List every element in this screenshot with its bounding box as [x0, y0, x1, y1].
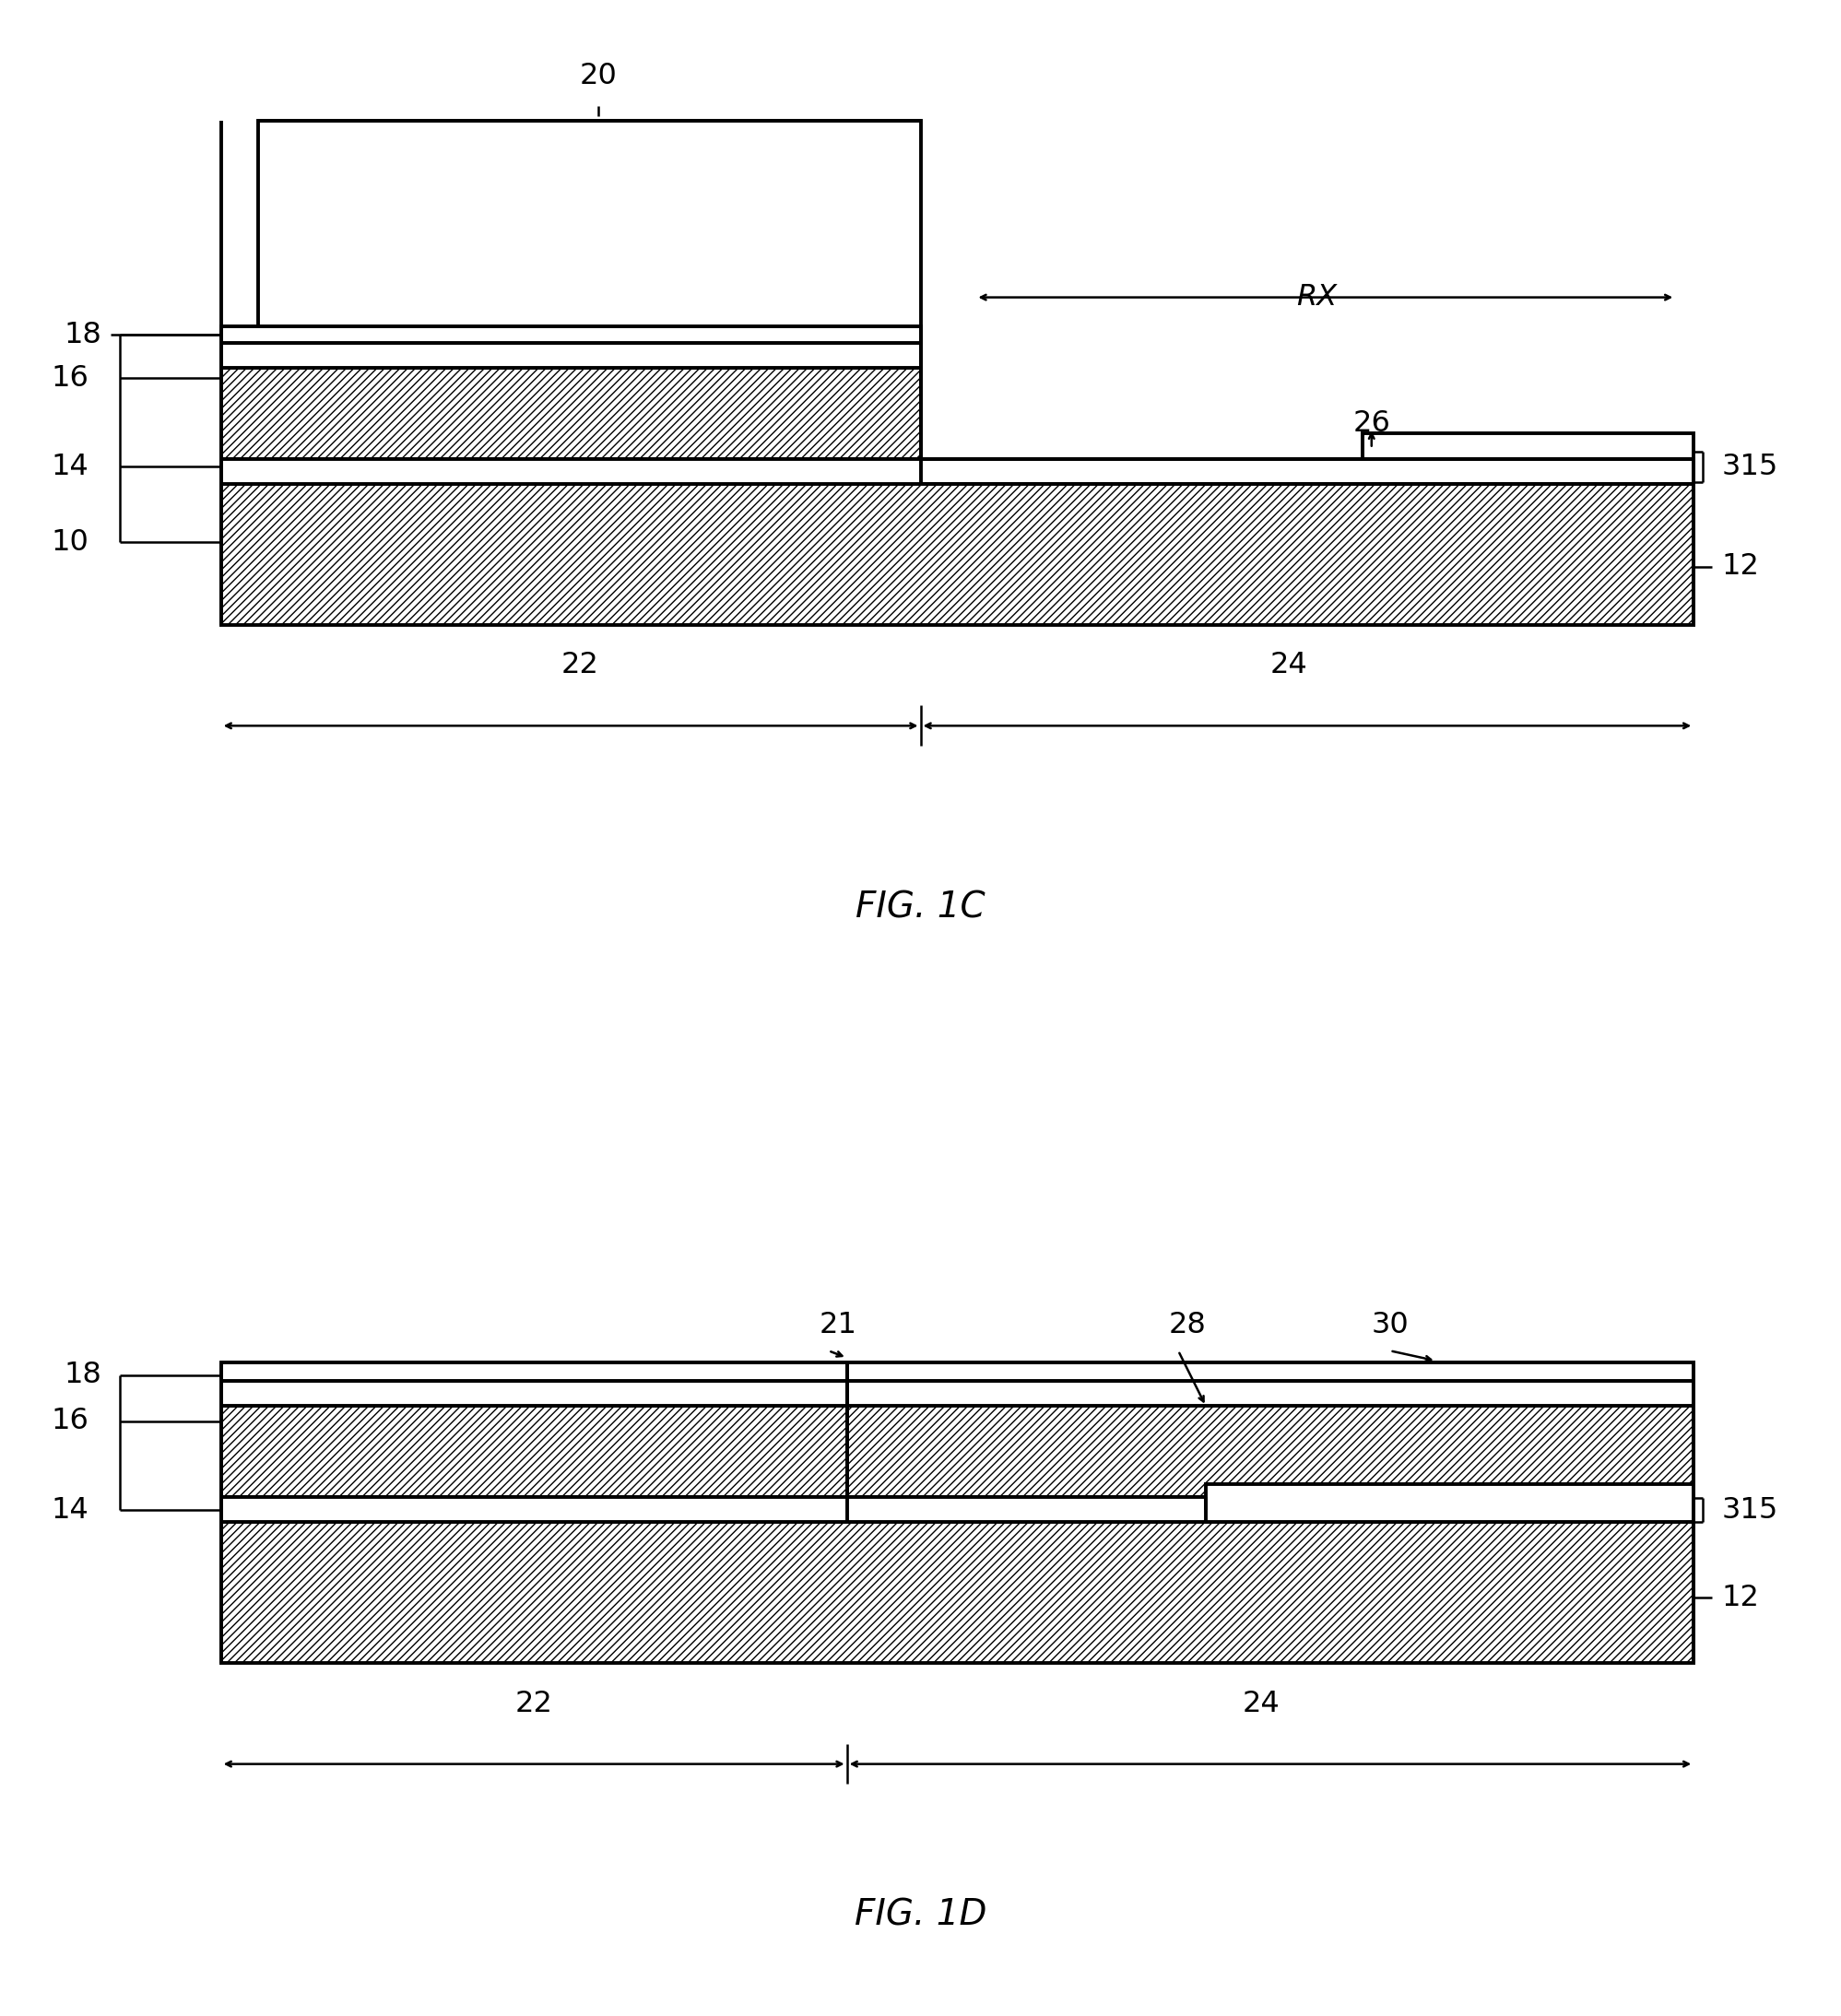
Bar: [1362, 433, 1694, 460]
Text: 315: 315: [1721, 1496, 1778, 1524]
Text: 12: 12: [1721, 552, 1760, 581]
Text: FIG. 1D: FIG. 1D: [854, 1897, 987, 1933]
Text: 10: 10: [52, 528, 88, 556]
Text: 16: 16: [52, 363, 88, 393]
Text: RX: RX: [1296, 282, 1337, 312]
Bar: [221, 343, 920, 369]
Bar: [221, 369, 920, 460]
Bar: [221, 1407, 847, 1496]
Bar: [847, 1363, 1694, 1496]
Text: 24: 24: [1270, 651, 1307, 679]
Bar: [221, 1363, 847, 1381]
Bar: [847, 1363, 1694, 1381]
Text: 14: 14: [52, 452, 88, 482]
Bar: [221, 484, 1694, 625]
Bar: [221, 1496, 1694, 1522]
Text: 315: 315: [1721, 452, 1778, 482]
Text: 22: 22: [562, 651, 598, 679]
Text: 22: 22: [515, 1689, 552, 1718]
Text: 16: 16: [52, 1407, 88, 1435]
Bar: [221, 327, 920, 343]
Text: 18: 18: [64, 321, 101, 349]
Text: 20: 20: [580, 60, 617, 91]
Text: 30: 30: [1372, 1310, 1408, 1341]
Bar: [847, 1381, 1694, 1407]
Bar: [258, 121, 920, 327]
Bar: [221, 1381, 847, 1407]
Text: 24: 24: [1243, 1689, 1279, 1718]
Bar: [221, 460, 1694, 484]
Text: 14: 14: [52, 1496, 88, 1524]
Text: 18: 18: [64, 1361, 101, 1389]
Bar: [1206, 1484, 1694, 1522]
Bar: [221, 1522, 1694, 1663]
Text: FIG. 1C: FIG. 1C: [856, 889, 985, 925]
Text: 12: 12: [1721, 1583, 1760, 1613]
Text: 21: 21: [819, 1310, 856, 1341]
Text: 26: 26: [1353, 409, 1390, 437]
Text: 28: 28: [1169, 1310, 1206, 1341]
